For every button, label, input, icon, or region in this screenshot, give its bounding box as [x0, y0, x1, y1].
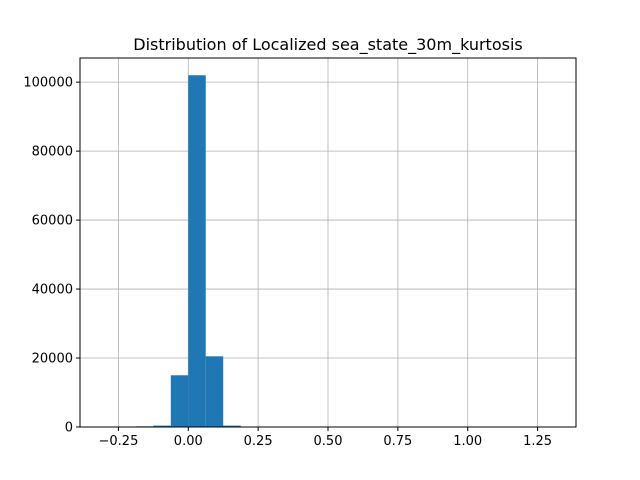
histogram-bar: [205, 356, 224, 427]
histogram-bar: [188, 75, 206, 428]
x-tick-label: 0.25: [244, 434, 273, 449]
x-tick-label: 1.00: [453, 434, 482, 449]
x-tick-label: 0.75: [383, 434, 412, 449]
y-axis-ticks: 0 20000 40000 60000 80000 100000: [23, 76, 80, 436]
y-tick-label: 40000: [32, 283, 73, 298]
y-tick-label: 100000: [23, 76, 73, 91]
grid-lines: [80, 58, 576, 428]
x-tick-label: 1.25: [523, 434, 552, 449]
x-tick-label: −0.25: [99, 434, 139, 449]
histogram-bars: [135, 75, 241, 428]
y-tick-label: 0: [65, 421, 73, 436]
chart-title: Distribution of Localized sea_state_30m_…: [133, 35, 522, 55]
histogram-bar: [170, 375, 189, 427]
x-axis-ticks: −0.25 0.00 0.25 0.50 0.75 1.00 1.25: [99, 427, 552, 449]
histogram-bar: [223, 425, 241, 427]
x-tick-label: 0.50: [314, 434, 343, 449]
histogram-bar: [153, 425, 171, 427]
x-tick-label: 0.00: [174, 434, 203, 449]
y-tick-label: 60000: [32, 214, 73, 229]
y-tick-label: 20000: [32, 352, 73, 367]
y-tick-label: 80000: [32, 145, 73, 160]
